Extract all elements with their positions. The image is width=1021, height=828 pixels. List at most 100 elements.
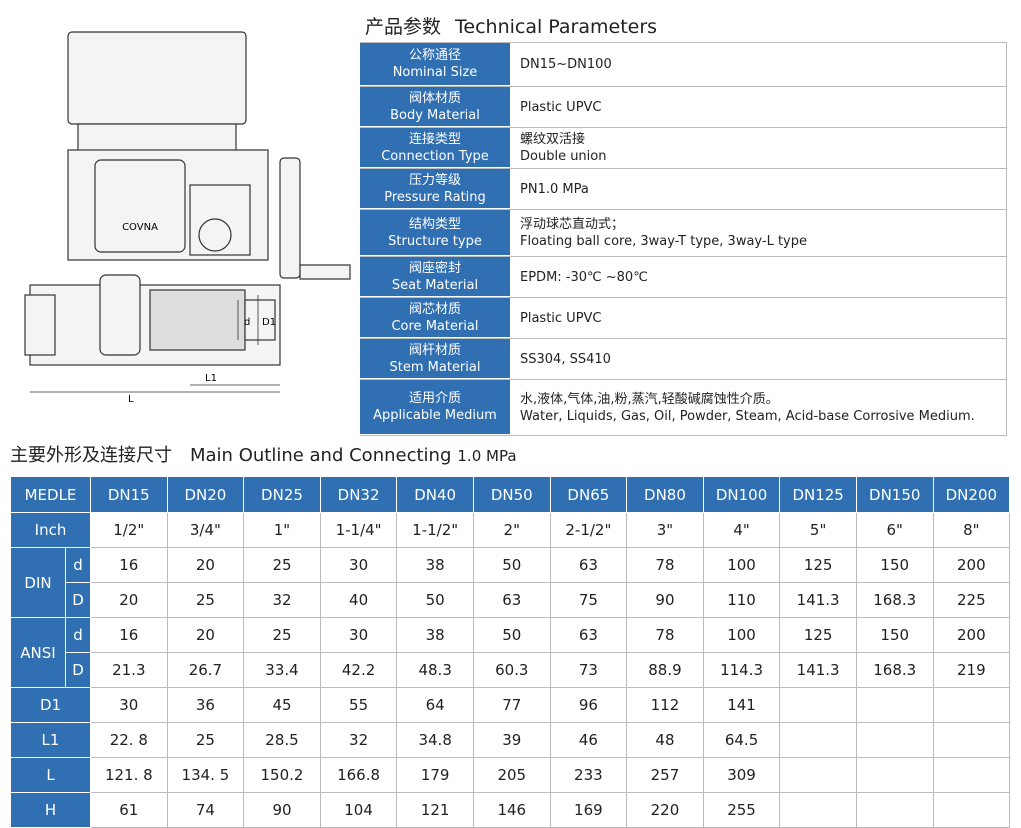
cell: 42.2 [319,652,398,688]
cell: 90 [243,792,321,828]
cell: 26.7 [166,652,245,688]
empty-cell [855,757,934,793]
param-row: 压力等级 Pressure Rating PN1.0 MPa [360,169,1007,210]
cell: 60.3 [472,652,551,688]
row-label: L [10,757,91,793]
cell: 39 [472,722,551,758]
header-cell: DN200 [932,476,1011,513]
cell: 255 [702,792,781,828]
cell: 8" [932,512,1011,548]
empty-cell [855,687,934,723]
cell: 55 [319,687,398,723]
cell: 36 [166,687,245,723]
param-value: DN15~DN100 [510,43,1007,86]
cell: 257 [626,757,704,793]
cell: 88.9 [626,652,704,688]
cell: 32 [243,582,321,618]
row: ANSI d 16 20 25 30 38 50 63 78 100 125 150 200 [10,617,1011,688]
empty-cell [932,687,1011,723]
param-label: 公称通径 Nominal Size [360,43,510,86]
param-value: 水,液体,气体,油,粉,蒸汽,轻酸碱腐蚀性介质。 Water, Liquids, … [510,380,1007,435]
label-cn: 结构类型 [408,216,461,232]
param-row: 阀座密封 Seat Material EPDM: -30℃ ~80℃ [360,257,1007,298]
cell: 168.3 [855,582,934,618]
cell: 121 [396,792,474,828]
cell: 114.3 [702,652,781,688]
param-value: Plastic UPVC [510,298,1007,338]
label-cn: 公称通径 [408,48,461,63]
row-label: Inch [10,512,91,548]
cell: 146 [472,792,551,828]
param-value: EPDM: -30℃ ~80℃ [510,257,1007,297]
cell: 75 [549,582,628,618]
cell: 200 [932,617,1011,653]
label-en: Stem Material [389,359,481,375]
row: Inch 1/2" 3/4" 1" 1-1/4" 1-1/2" 2" 2-1/2" 3" 4" 5"… [10,512,1011,548]
cell: 48.3 [396,652,474,688]
cell: 64 [396,687,474,723]
cell: 28.5 [243,722,321,758]
empty-cell [779,792,857,828]
cell: 169 [549,792,628,828]
param-label: 阀座密封 Seat Material [360,257,510,297]
cell: 78 [626,617,704,653]
cell: 5" [779,512,857,548]
cell: 30 [90,687,168,723]
header-cell: DN80 [626,476,704,513]
param-value: 浮动球芯直动式； Floating ball core, 3way-T type,… [510,210,1007,256]
empty-cell [932,757,1011,793]
header-cell: DN15 [90,476,168,513]
label-en: Nominal Size [392,65,478,80]
dim-label: L [128,394,134,405]
empty-cell [932,792,1011,828]
param-label: 适用介质 Applicable Medium [360,380,510,435]
value-line: 螺纹双活接 [520,132,586,147]
cell: 3/4" [166,512,245,548]
param-row: 阀体材质 Body Material Plastic UPVC [360,87,1007,128]
dim-label: d [244,317,250,328]
header-cell: DN65 [549,476,628,513]
cell: 96 [549,687,628,723]
cell: 38 [396,617,474,653]
sub-label: D [65,652,91,688]
empty-cell [779,722,857,758]
cell: 134. 5 [166,757,245,793]
cell: 1" [243,512,321,548]
cell: 20 [90,582,168,618]
sub-label: d [65,617,91,653]
row: H 61 74 90 104 121 146 169 220 255 [10,792,1011,828]
sub-label: D [65,582,91,618]
title-en: Technical Parameters [455,16,658,38]
param-row: 阀芯材质 Core Material Plastic UPVC [360,298,1007,339]
title-cn: 主要外形及连接尺寸 [10,445,172,466]
cell: 179 [396,757,474,793]
value-line: 水,液体,气体,油,粉,蒸汽,轻酸碱腐蚀性介质。 [520,391,779,407]
cell: 20 [166,547,245,583]
header-cell: DN40 [396,476,474,513]
value-line: 浮动球芯直动式； [520,217,625,232]
param-value: SS304, SS410 [510,339,1007,379]
cell: 73 [549,652,628,688]
cell: 48 [626,722,704,758]
cell: 219 [932,652,1011,688]
param-label: 阀体材质 Body Material [360,87,510,127]
label-cn: 连接类型 [408,131,461,147]
label-cn: 阀座密封 [408,260,461,276]
cell: 63 [549,617,628,653]
header-cell: DN25 [243,476,321,513]
header-cell: DN20 [166,476,245,513]
cell: 225 [932,582,1011,618]
param-value: PN1.0 MPa [510,169,1007,209]
params-title: 产品参数 Technical Parameters [365,12,671,39]
cell: 1-1/2" [396,512,474,548]
header-cell: DN50 [472,476,551,513]
cell: 45 [243,687,321,723]
cell: 30 [319,547,398,583]
cell: 6" [855,512,934,548]
label-cn: 适用介质 [408,391,461,406]
cell: 25 [166,722,245,758]
cell: 141.3 [779,582,857,618]
row-label: L1 [10,722,91,758]
param-label: 压力等级 Pressure Rating [360,169,510,209]
label-en: Pressure Rating [384,189,486,205]
